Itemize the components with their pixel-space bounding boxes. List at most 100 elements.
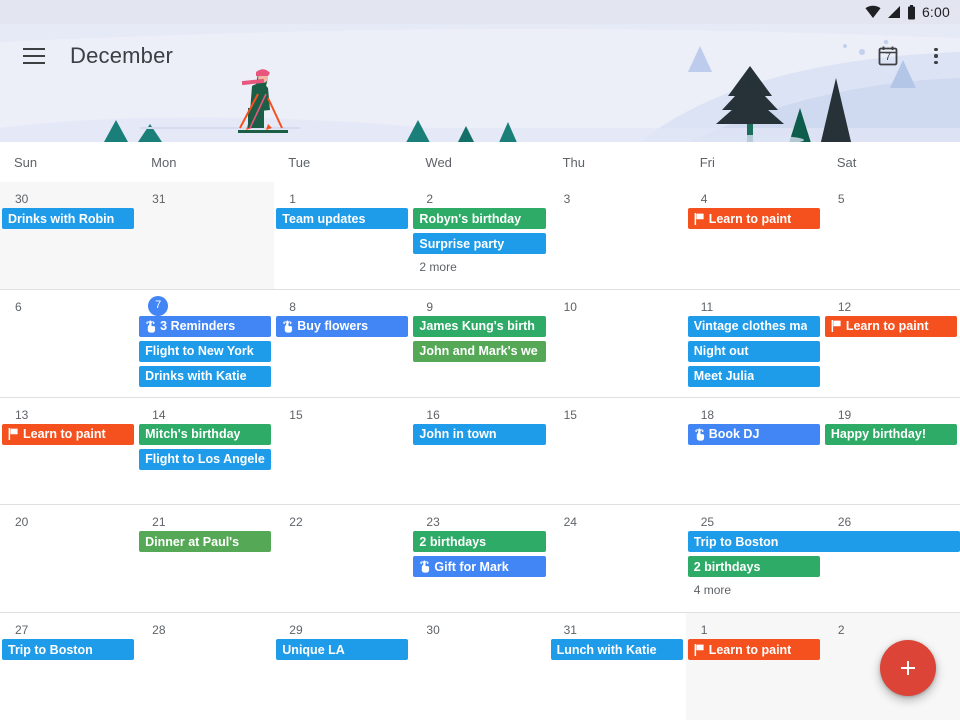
overflow-menu-button[interactable] [912,32,960,80]
event-chip[interactable]: John and Mark's we [413,340,546,362]
battery-icon [907,4,915,19]
day-cell[interactable]: 24 [549,505,686,612]
event-chip[interactable]: Surprise party [413,233,546,254]
more-events-link[interactable]: 4 more [693,583,732,598]
day-cell[interactable]: 22 [274,505,411,612]
day-cell[interactable]: 29 Unique LA [274,613,411,720]
day-number: 5 [837,192,845,206]
day-cell[interactable]: 12 Learn to paint [823,290,960,397]
weekday-fri: Fri [699,154,715,170]
calendar-today-button[interactable]: 7 [864,32,912,80]
status-time: 6:00 [921,4,950,20]
event-chip[interactable]: Unique LA [276,639,409,661]
today-icon-number: 7 [884,51,892,63]
multiday-event-chip[interactable]: Trip to Boston [687,531,960,553]
day-cell[interactable]: 30 Drinks with Robin [0,182,138,289]
event-chip[interactable]: Lunch with Katie [550,639,683,661]
day-number: 9 [426,299,434,314]
day-number: 10 [563,299,577,314]
hamburger-menu-icon[interactable] [10,32,58,80]
day-events: Learn to paint [1,423,137,445]
event-chip[interactable]: Book DJ [687,423,820,445]
day-cell[interactable]: 31 Lunch with Katie [549,613,686,720]
day-events: Trip to Boston [1,639,137,661]
day-cell[interactable]: 6 [0,290,137,397]
day-cell[interactable]: 2 Robyn's birthday Surprise party 2 more [411,182,548,289]
day-cell[interactable]: 3 [549,182,686,289]
day-cell[interactable]: 28 [137,613,274,720]
event-chip[interactable]: Flight to New York [139,340,272,362]
day-cell[interactable]: 9 James Kung's birth John and Mark's we [411,290,548,397]
event-chip[interactable]: Drinks with Katie [139,365,272,387]
day-events: Vintage clothes ma Night out Meet Julia [687,315,823,387]
event-chip[interactable]: Trip to Boston [2,639,135,661]
day-events: James Kung's birth John and Mark's we [412,315,548,362]
day-cell[interactable]: 30 [411,613,548,720]
event-chip[interactable]: Drinks with Robin [2,208,135,229]
day-cell[interactable]: 1 Learn to paint [685,613,823,720]
more-events-link[interactable]: 2 more [419,260,457,274]
event-label: Night out [693,344,749,359]
day-events: Buy flowers [275,315,411,337]
event-chip[interactable]: John in town [413,423,546,445]
day-cell[interactable]: 13 Learn to paint [0,398,137,505]
day-events: Learn to paint [824,315,960,337]
day-cell[interactable]: 15 [274,398,411,505]
skier-figure [238,69,288,133]
day-number: 15 [289,407,303,422]
event-label: Flight to New York [145,344,254,359]
event-chip[interactable]: Learn to paint [687,208,820,229]
event-chip[interactable]: Learn to paint [2,423,135,445]
event-chip[interactable]: 2 birthdays [413,531,546,553]
day-number: 27 [15,623,29,638]
day-cell[interactable]: 25 2 birthdays 4 more [686,505,823,612]
event-chip[interactable]: Flight to Los Angele [139,448,272,470]
day-events: Book DJ [687,423,823,445]
day-cell[interactable]: 26 [823,505,960,612]
day-cell[interactable]: 8 Buy flowers [274,290,411,397]
event-label: 2 birthdays [419,534,487,549]
event-label: Learn to paint [708,642,792,657]
weekday-sat: Sat [836,154,857,170]
event-chip[interactable]: Learn to paint [824,315,957,337]
create-event-fab[interactable] [880,640,936,696]
day-cell[interactable]: 4 Learn to paint [686,182,823,289]
event-chip[interactable]: Night out [687,340,820,362]
event-chip[interactable]: Vintage clothes ma [687,315,820,337]
event-chip[interactable]: Dinner at Paul's [139,531,272,553]
event-chip[interactable]: Mitch's birthday [139,423,272,445]
page-title: December [70,43,174,68]
event-chip[interactable]: Buy flowers [276,315,409,337]
event-chip[interactable]: Happy birthday! [824,423,957,445]
weekday-thu: Thu [562,154,585,170]
day-cell[interactable]: 5 [823,182,960,289]
day-number: 24 [563,515,577,530]
event-chip[interactable]: Robyn's birthday [413,208,546,229]
event-label: Mitch's birthday [145,427,241,442]
day-cell[interactable]: 23 2 birthdays Gift for Mark [411,505,548,612]
day-cell[interactable]: 27 Trip to Boston [0,613,137,720]
event-chip[interactable]: 2 birthdays [687,556,820,578]
event-chip[interactable]: 3 Reminders [139,315,272,337]
day-cell[interactable]: 15 [549,398,686,505]
day-cell[interactable]: 16 John in town [411,398,548,505]
day-cell[interactable]: 18 Book DJ [686,398,823,505]
more-vertical-icon [934,47,938,65]
event-chip[interactable]: James Kung's birth [413,315,546,337]
day-cell[interactable]: 1 Team updates [274,182,411,289]
event-chip[interactable]: Gift for Mark [413,556,546,578]
day-cell[interactable]: 21 Dinner at Paul's [137,505,274,612]
event-chip[interactable]: Team updates [276,208,409,229]
day-cell[interactable]: 20 [0,505,137,612]
event-chip[interactable]: Meet Julia [687,365,820,387]
day-number: 25 [700,515,715,530]
day-cell[interactable]: 7 3 Reminders Flight to New York Drinks wit… [137,290,274,397]
day-cell[interactable]: 10 [549,290,686,397]
event-chip[interactable]: Learn to paint [687,639,820,661]
day-number: 22 [289,515,303,530]
day-cell[interactable]: 31 [137,182,275,289]
day-cell[interactable]: 11 Vintage clothes ma Night out Meet Julia [686,290,823,397]
day-cell[interactable]: 14 Mitch's birthday Flight to Los Angele [137,398,274,505]
day-cell[interactable]: 19 Happy birthday! [823,398,960,505]
